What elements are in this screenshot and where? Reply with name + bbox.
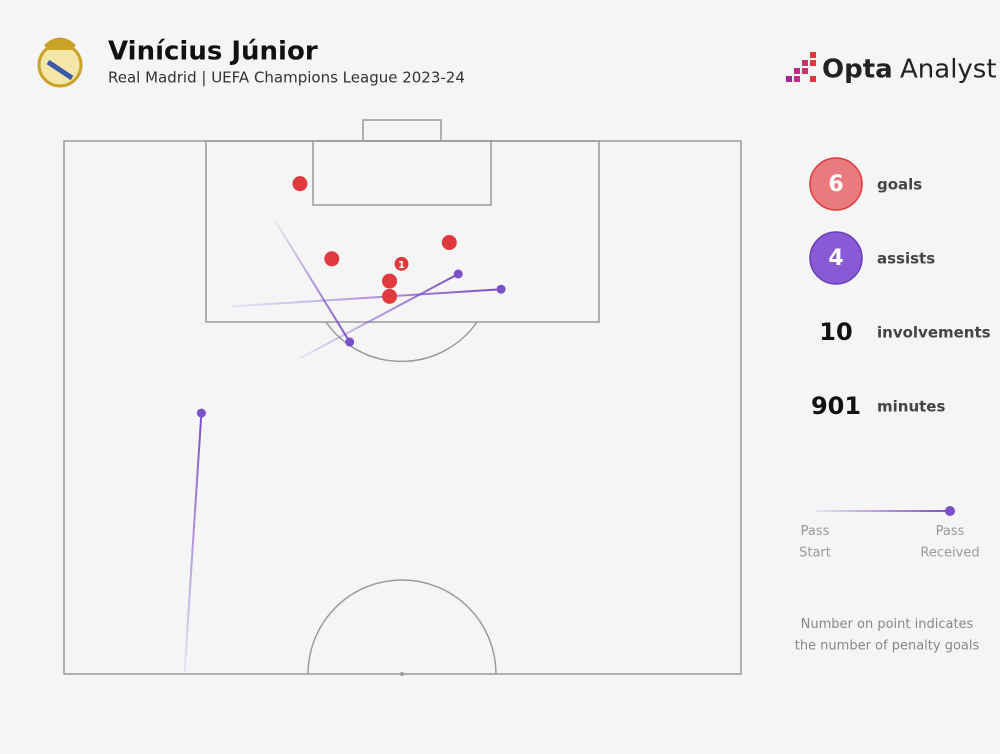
goal: [324, 251, 340, 267]
legend-label: Pass Received: [920, 524, 979, 560]
stat-value: 10: [819, 318, 852, 346]
goal: [441, 235, 457, 251]
brand: Analyst: [900, 55, 997, 85]
goal: [394, 256, 410, 272]
brand: Opta: [822, 55, 893, 85]
goal: [382, 288, 398, 304]
assist-receive: [453, 269, 463, 279]
goal: [382, 273, 398, 289]
assist-receive: [496, 284, 506, 294]
stat-value: 6: [828, 172, 843, 197]
stat-label: involvements: [877, 324, 991, 342]
note: Number on point indicates the number of p…: [795, 617, 980, 653]
stat-badge: [809, 157, 863, 211]
penalty-ring: [393, 255, 410, 272]
assist-pass: [183, 413, 203, 675]
stat-value: 901: [811, 392, 861, 420]
penalty-count: 1: [398, 260, 405, 271]
assist-pass: [275, 221, 351, 343]
assist-receive: [345, 337, 355, 347]
club-crest: [37, 37, 83, 88]
assist-pass: [299, 273, 459, 360]
title: Vinícius Júnior: [108, 37, 318, 67]
stat-label: goals: [877, 176, 922, 194]
stat-label: assists: [877, 250, 935, 268]
legend: Pass Start Pass Received: [799, 506, 980, 560]
assist-receive: [196, 408, 206, 418]
legend-label: Pass Start: [799, 524, 831, 560]
stat-badge: [809, 231, 863, 285]
pitch: [63, 119, 742, 676]
goal: [292, 176, 308, 192]
brand-logo: Opta Analyst: [786, 52, 997, 85]
subtitle: Real Madrid | UEFA Champions League 2023…: [108, 69, 465, 87]
stat-value: 4: [828, 246, 843, 271]
assist-pass: [231, 288, 502, 308]
stat-label: minutes: [877, 398, 945, 416]
